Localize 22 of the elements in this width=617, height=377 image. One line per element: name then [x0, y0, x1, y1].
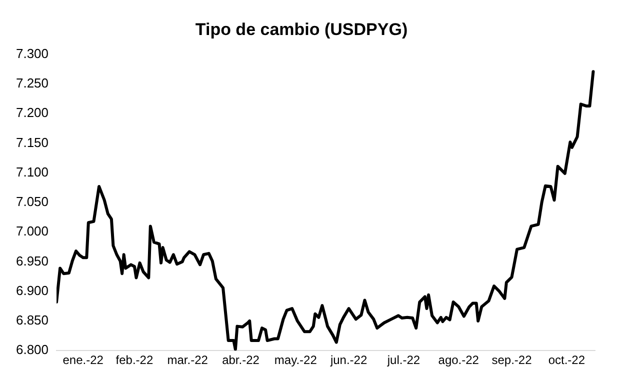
y-tick-label: 7.300	[16, 46, 49, 61]
y-tick-label: 7.200	[16, 105, 49, 120]
x-tick-label: ago.-22	[438, 353, 480, 368]
x-tick-label: sep.-22	[492, 353, 532, 368]
x-tick-label: may.-22	[274, 353, 318, 368]
y-tick-label: 7.100	[16, 164, 49, 180]
x-tick-label: ene.-22	[62, 353, 104, 368]
x-tick-label: feb.-22	[116, 353, 154, 368]
y-tick-label: 6.900	[16, 282, 49, 298]
y-tick-label: 6.800	[16, 342, 49, 358]
x-tick-label: mar.-22	[167, 353, 208, 368]
y-tick-label: 6.850	[16, 312, 49, 328]
x-tick-label: jul.-22	[386, 353, 420, 368]
chart-title: Tipo de cambio (USDPYG)	[195, 20, 408, 39]
y-tick-label: 7.250	[16, 76, 49, 91]
y-tick-label: 6.950	[16, 253, 49, 268]
y-tick-label: 7.150	[16, 134, 49, 150]
y-tick-label: 7.000	[16, 224, 49, 239]
y-tick-label: 7.050	[16, 194, 49, 210]
x-tick-label: oct.-22	[548, 353, 586, 368]
x-tick-label: abr.-22	[222, 353, 260, 368]
x-tick-label: jun.-22	[329, 353, 368, 368]
